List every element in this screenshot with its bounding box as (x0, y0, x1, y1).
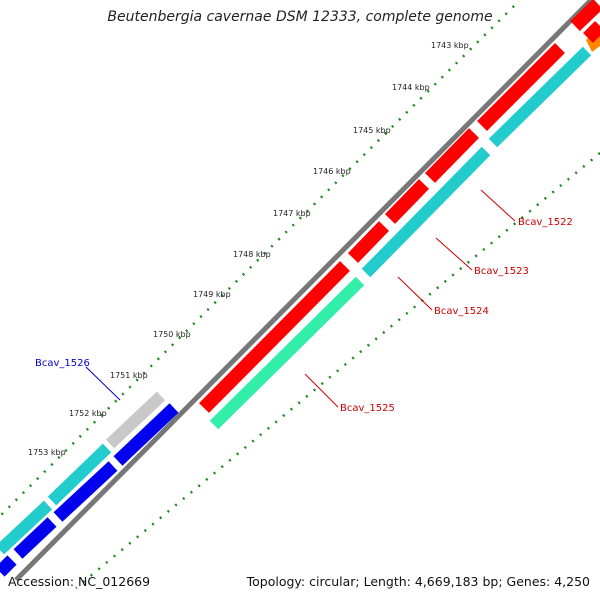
cds-bar[interactable] (199, 261, 350, 413)
summary-label: Topology: circular; Length: 4,669,183 bp… (246, 574, 590, 589)
gene-label-bcav-1525[interactable]: Bcav_1525 (340, 403, 395, 414)
cds-bar[interactable] (0, 555, 17, 577)
gene-label-bcav-1524[interactable]: Bcav_1524 (434, 306, 489, 317)
map-title: Beutenbergia cavernae DSM 12333, complet… (107, 9, 493, 25)
tick-label: 1752 kbp (69, 409, 107, 418)
gene-label-bcav-1523[interactable]: Bcav_1523 (474, 266, 529, 277)
outer-tick-guide (0, 5, 515, 517)
tick-label: 1753 kbp (28, 448, 66, 457)
red-cds-track[interactable] (199, 0, 600, 413)
teal-cds-track[interactable] (209, 46, 592, 430)
cds-bar[interactable] (47, 443, 112, 506)
tick-label: 1750 kbp (153, 330, 191, 339)
cds-bar[interactable] (0, 500, 53, 555)
inner-tick-guide (75, 152, 600, 589)
tick-label: 1744 kbp (392, 83, 430, 92)
lower-left-tracks[interactable] (0, 391, 179, 577)
cds-bar[interactable] (361, 146, 491, 278)
tick-labels: 1743 kbp 1744 kbp 1745 kbp 1746 kbp 1747… (28, 41, 469, 457)
genome-backbone (14, 0, 595, 582)
tick-label: 1743 kbp (431, 41, 469, 50)
tick-label: 1749 kbp (193, 290, 231, 299)
cds-bar[interactable] (570, 0, 600, 32)
gene-label-bcav-1526[interactable]: Bcav_1526 (35, 358, 90, 369)
gene-leader-lines (304, 189, 516, 408)
cds-bar[interactable] (488, 46, 592, 148)
cds-bar[interactable] (209, 276, 365, 430)
cds-bar[interactable] (13, 517, 57, 559)
cds-bar[interactable] (105, 391, 166, 449)
tick-label: 1751 kbp (110, 371, 148, 380)
leader-line-bcav-1526 (85, 366, 121, 401)
tick-label: 1747 kbp (273, 209, 311, 218)
cds-bar[interactable] (113, 403, 179, 466)
accession-label: Accession: NC_012669 (8, 574, 151, 589)
cds-bar[interactable] (347, 221, 390, 263)
tick-label: 1745 kbp (353, 126, 391, 135)
cds-bar[interactable] (477, 43, 565, 131)
cds-bar[interactable] (424, 128, 480, 183)
gene-label-bcav-1522[interactable]: Bcav_1522 (518, 217, 573, 228)
cds-bar[interactable] (583, 21, 600, 43)
tick-label: 1748 kbp (233, 250, 271, 259)
cds-bar[interactable] (53, 461, 118, 522)
tick-label: 1746 kbp (313, 167, 351, 176)
cds-bar[interactable] (384, 179, 430, 224)
